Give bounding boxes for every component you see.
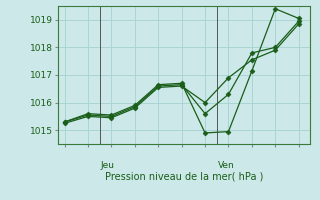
X-axis label: Pression niveau de la mer( hPa ): Pression niveau de la mer( hPa ) — [105, 171, 263, 181]
Text: Ven: Ven — [218, 161, 235, 170]
Text: Jeu: Jeu — [101, 161, 115, 170]
